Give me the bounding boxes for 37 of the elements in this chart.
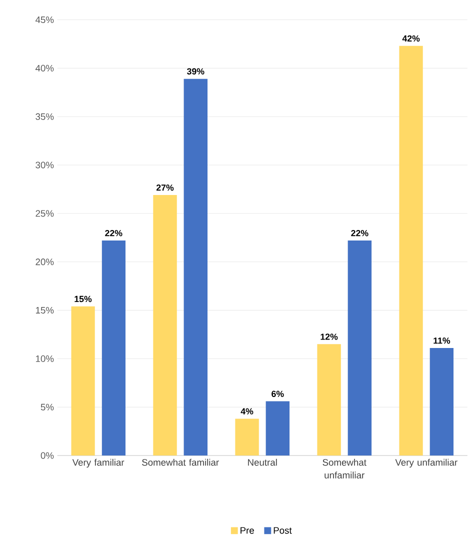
y-tick-label: 15% [36,306,54,314]
data-label: 12% [320,334,338,340]
data-label: 22% [104,230,122,236]
y-tick-label: 30% [35,162,54,168]
y-tick-label: 20% [36,258,54,266]
data-label: 11% [433,338,450,344]
bar [348,240,372,456]
y-tick-label: 35% [35,113,54,120]
x-tick-label: Very unfamiliar [395,458,458,468]
data-label: 15% [74,296,92,302]
y-tick-label: 45% [35,16,54,24]
bar [235,418,259,456]
y-tick-label: 25% [36,210,54,217]
x-tick-label: Somewhat unfamiliar [322,458,366,479]
y-tick-label: 5% [40,404,54,410]
bar [399,46,423,456]
legend-label: Pre [240,527,254,534]
bar [102,240,126,456]
x-tick-label: Very familiar [72,458,124,468]
data-label: 22% [350,230,368,236]
bar [266,401,290,456]
data-label: 6% [271,390,284,398]
bar [70,306,95,456]
bar [184,78,208,456]
bar [153,195,177,456]
data-label: 27% [156,184,174,191]
y-tick-label: 40% [35,64,54,72]
y-tick-label: 0% [40,452,54,459]
legend-label: Post [274,527,292,534]
data-label: 39% [186,68,204,75]
x-tick-label: Neutral [248,458,277,466]
data-label: 42% [402,35,420,42]
bar [317,344,341,456]
bar [430,348,454,456]
data-label: 4% [240,408,254,414]
x-tick-label: Somewhat familiar [142,458,219,466]
y-tick-label: 10% [36,355,54,362]
